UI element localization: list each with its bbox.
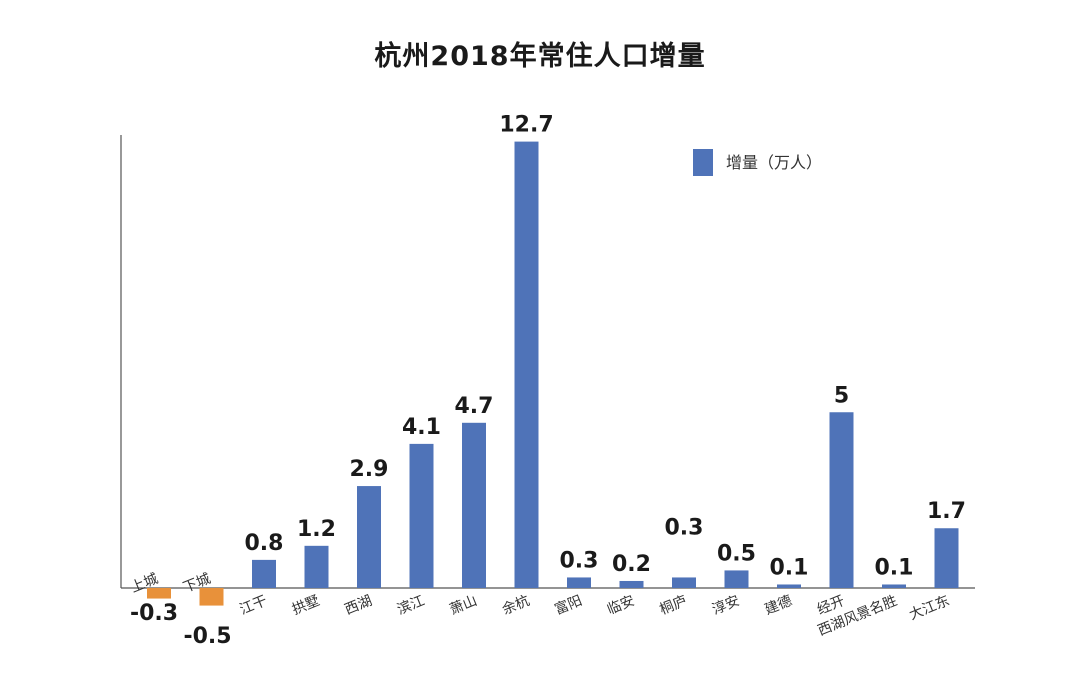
- bar-7: [462, 422, 486, 588]
- category-label-4: 拱墅: [290, 593, 322, 618]
- category-label-13: 建德: [763, 593, 795, 618]
- bar-12: [724, 570, 749, 588]
- bar-13: [777, 584, 801, 588]
- bars: [147, 141, 959, 606]
- category-label-5: 西湖: [343, 593, 375, 618]
- bar-8: [514, 141, 539, 588]
- value-label-9: 0.3: [560, 548, 599, 573]
- bar-3: [252, 559, 276, 588]
- category-label-10: 临安: [605, 593, 637, 618]
- value-label-10: 0.2: [612, 552, 651, 577]
- value-label-5: 2.9: [350, 457, 389, 482]
- category-label-9: 富阳: [552, 592, 584, 618]
- bar-10: [619, 580, 644, 588]
- value-label-16: 1.7: [927, 499, 966, 524]
- bar-6: [409, 443, 434, 588]
- bar-11: [672, 577, 696, 588]
- bar-2: [199, 588, 224, 606]
- value-label-14: 5: [834, 383, 849, 408]
- value-label-15: 0.1: [875, 555, 914, 580]
- value-labels: -0.3-0.5 0.8 1.2 2.9 4.1 4.7 12.7 0.3 0.2 0.3 0.5 0…: [130, 113, 966, 649]
- value-label-6: 4.1: [402, 415, 441, 440]
- value-label-2: -0.5: [183, 624, 231, 649]
- value-label-4: 1.2: [297, 517, 336, 542]
- bar-16: [934, 528, 959, 588]
- value-label-7: 4.7: [455, 394, 494, 419]
- bar-15: [882, 584, 906, 588]
- chart-title: 杭州2018年常住人口增量: [374, 41, 706, 72]
- value-label-8: 12.7: [499, 113, 553, 138]
- category-label-3: 江干: [238, 593, 270, 618]
- category-label-16: 大江东: [907, 593, 952, 624]
- category-label-11: 桐庐: [658, 593, 690, 618]
- value-label-3: 0.8: [245, 531, 284, 556]
- bar-1: [147, 588, 171, 599]
- legend-swatch: [693, 149, 713, 176]
- legend-label: 增量（万人）: [726, 153, 822, 172]
- value-label-11: 0.3: [665, 515, 704, 540]
- category-label-7: 萧山: [448, 593, 480, 618]
- legend: 增量（万人）: [693, 149, 822, 176]
- bar-4: [304, 545, 329, 588]
- bar-14: [829, 412, 854, 588]
- bar-9: [567, 577, 591, 588]
- bar-5: [357, 486, 381, 588]
- value-label-12: 0.5: [717, 541, 756, 566]
- value-label-1: -0.3: [130, 601, 178, 626]
- category-label-12: 淳安: [710, 592, 742, 618]
- category-label-6: 滨江: [395, 593, 427, 618]
- category-label-8: 余杭: [500, 592, 532, 618]
- value-label-13: 0.1: [770, 555, 809, 580]
